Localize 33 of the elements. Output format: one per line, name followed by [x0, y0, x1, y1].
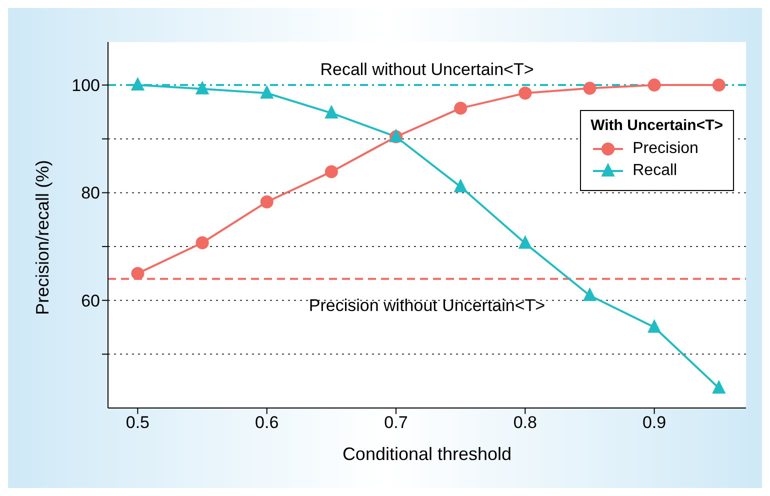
x-axis-title: Conditional threshold: [342, 444, 512, 464]
x-tick-label: 0.5: [126, 413, 150, 432]
y-tick-label: 100: [72, 76, 100, 96]
point: [454, 179, 468, 192]
ref-line-label: Recall without Uncertain<T>: [320, 60, 534, 80]
legend-label: Precision: [632, 140, 698, 158]
x-tick-label: 0.8: [513, 413, 537, 432]
point: [518, 86, 532, 100]
x-tick-label: 0.7: [384, 413, 408, 432]
x-tick-label: 0.9: [642, 413, 666, 432]
point: [454, 102, 468, 115]
point: [260, 195, 274, 208]
ref-line-label: Precision without Uncertain<T>: [308, 296, 546, 315]
point: [648, 78, 661, 92]
point: [518, 236, 532, 249]
x-tick-label: 0.6: [255, 413, 279, 432]
legend-title: With Uncertain<T>: [590, 117, 723, 134]
point: [324, 106, 338, 119]
point: [131, 78, 144, 91]
point: [324, 165, 338, 178]
point: [712, 380, 726, 394]
point: [583, 82, 596, 95]
point: [648, 320, 661, 333]
point: [131, 266, 144, 280]
point: [196, 81, 209, 94]
legend-label: Recall: [632, 162, 678, 180]
point: [712, 78, 726, 92]
point: [583, 288, 596, 302]
y-tick-label: 60: [81, 291, 100, 310]
point: [260, 86, 274, 99]
point: [196, 236, 209, 250]
y-tick-label: 80: [81, 184, 100, 203]
y-axis-title: Precision/recall (%): [32, 160, 52, 315]
